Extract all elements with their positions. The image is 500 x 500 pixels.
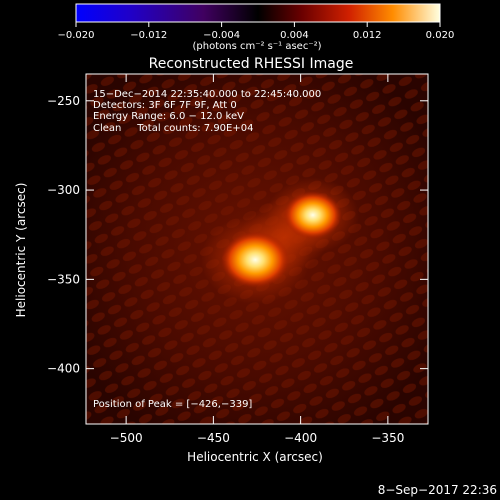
colorbar-tick-label: −0.020 xyxy=(57,30,94,41)
colorbar: −0.020 −0.012 −0.004 0.004 0.012 0.020 (photo… xyxy=(57,3,454,52)
y-tick-label: −400 xyxy=(47,362,80,376)
y-axis-ticks: −250 −300 −350 −400 xyxy=(47,94,428,376)
x-tick-label: −350 xyxy=(371,431,404,445)
colorbar-ticks: −0.020 −0.012 −0.004 0.004 0.012 0.020 xyxy=(57,22,454,41)
colorbar-tick-label: 0.020 xyxy=(426,30,455,41)
annotation-energy-range: Energy Range: 6.0 − 12.0 keV xyxy=(93,111,244,122)
y-tick-label: −250 xyxy=(47,94,80,108)
source-blob xyxy=(221,231,290,288)
annotation-time-range: 15−Dec−2014 22:35:40.000 to 22:45:40.000 xyxy=(93,89,321,100)
footer-timestamp: 8−Sep−2017 22:36 xyxy=(378,483,497,497)
solar-image xyxy=(86,74,428,424)
colorbar-tick-label: −0.004 xyxy=(203,30,240,41)
colorbar-unit-label: (photons cm⁻² s⁻¹ asec⁻²) xyxy=(192,41,321,52)
y-tick-label: −350 xyxy=(47,272,80,286)
source-blob xyxy=(283,191,342,239)
annotation-detectors: Detectors: 3F 6F 7F 9F, Att 0 xyxy=(93,100,237,111)
annotations: 15−Dec−2014 22:35:40.000 to 22:45:40.000… xyxy=(93,89,321,410)
page-title: Reconstructed RHESSI Image xyxy=(149,56,354,72)
annotation-clean-counts: Clean Total counts: 7.90E+04 xyxy=(93,123,253,134)
x-tick-label: −500 xyxy=(110,431,143,445)
colorbar-tick-label: 0.004 xyxy=(280,30,309,41)
y-axis-label: Heliocentric Y (arcsec) xyxy=(14,183,28,318)
plot-frame xyxy=(85,73,429,425)
colorbar-gradient xyxy=(75,3,441,23)
annotation-peak-position: Position of Peak = [−426,−339] xyxy=(93,399,252,410)
y-tick-label: −300 xyxy=(47,183,80,197)
x-tick-label: −450 xyxy=(197,431,230,445)
colorbar-tick-label: −0.012 xyxy=(130,30,167,41)
colorbar-tick-label: 0.012 xyxy=(353,30,382,41)
x-axis-label: Heliocentric X (arcsec) xyxy=(187,450,323,464)
sources-layer xyxy=(200,177,360,304)
x-axis-ticks: −500 −450 −400 −350 xyxy=(110,74,404,445)
x-tick-label: −400 xyxy=(284,431,317,445)
